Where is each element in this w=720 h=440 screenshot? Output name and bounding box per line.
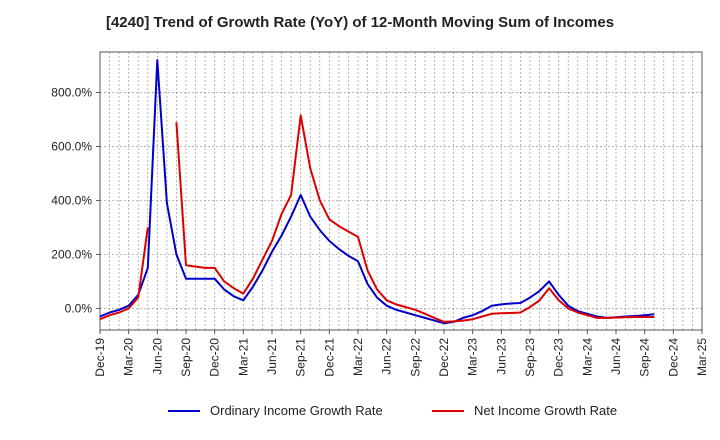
x-tick-label: Dec-22 [437,338,451,377]
x-tick-label: Dec-24 [666,338,680,377]
y-axis: 0.0% 200.0% 400.0% 600.0% 800.0% [51,85,100,315]
y-tick-label: 0.0% [65,301,93,315]
x-tick-label: Dec-21 [322,338,336,377]
legend: Ordinary Income Growth Rate Net Income Gr… [168,403,617,418]
y-tick-label: 400.0% [51,193,92,207]
legend-label: Ordinary Income Growth Rate [210,403,383,418]
series-line-1 [175,114,655,323]
x-tick-label: Dec-20 [208,338,222,377]
y-tick-label: 800.0% [51,85,92,99]
series-line-1 [99,227,149,321]
x-tick-label: Sep-24 [638,338,652,377]
chart-title: [4240] Trend of Growth Rate (YoY) of 12-… [105,14,615,31]
x-tick-label: Jun-22 [380,338,394,375]
x-tick-label: Dec-23 [552,338,566,377]
x-tick-label: Mar-25 [695,338,709,376]
x-tick-label: Jun-24 [609,338,623,375]
legend-label: Net Income Growth Rate [474,403,617,418]
series-lines [99,59,655,325]
x-axis: Dec-19 Mar-20 Jun-20 Sep-20 Dec-20 Mar-21 Jun-… [93,330,709,377]
x-tick-label: Jun-20 [150,338,164,375]
x-tick-label: Jun-23 [494,338,508,375]
plot-area-frame [99,51,703,331]
y-tick-label: 200.0% [51,247,92,261]
y-tick-label: 600.0% [51,139,92,153]
x-tick-label: Sep-20 [179,338,193,377]
x-tick-label: Dec-19 [93,338,107,377]
x-tick-label: Mar-24 [580,338,594,376]
x-tick-label: Mar-22 [351,338,365,376]
x-tick-label: Mar-23 [466,338,480,376]
grid-lines [99,52,703,330]
x-tick-label: Sep-21 [294,338,308,377]
x-tick-label: Mar-20 [122,338,136,376]
x-tick-label: Sep-22 [408,338,422,377]
series-line-0 [99,59,655,325]
x-tick-label: Sep-23 [523,338,537,377]
x-tick-label: Jun-21 [265,338,279,375]
x-tick-label: Mar-21 [236,338,250,376]
